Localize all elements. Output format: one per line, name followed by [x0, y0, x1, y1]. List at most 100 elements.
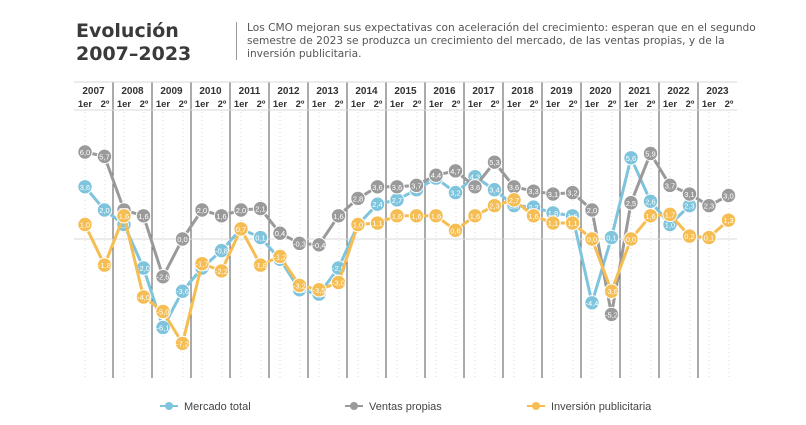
data-label: -2,2: [215, 267, 228, 276]
data-point: [603, 283, 620, 299]
data-point: [584, 202, 600, 218]
data-label: 1,6: [431, 212, 441, 221]
semester-tick-label: 1er: [663, 99, 678, 110]
data-point: [369, 179, 386, 195]
data-label: 2,4: [372, 200, 382, 209]
data-point: [291, 235, 308, 252]
data-label: -4,4: [586, 299, 599, 308]
year-tick-label: 2011: [239, 86, 261, 97]
data-label: 3,6: [470, 183, 480, 192]
data-point: [252, 257, 269, 273]
semester-tick-label: 1er: [195, 99, 210, 110]
data-point: [77, 179, 93, 195]
data-point: [77, 216, 93, 233]
semester-tick-label: 1er: [624, 99, 639, 110]
semester-tick-label: 1er: [78, 99, 93, 110]
data-label: -3,6: [605, 287, 618, 296]
semester-tick-label: 1er: [273, 99, 288, 110]
data-label: -3,0: [332, 279, 345, 288]
data-label: 4,4: [431, 171, 441, 180]
chart-description: Los CMO mejoran sus expectativas con ace…: [247, 22, 756, 61]
data-point: [701, 229, 717, 246]
data-point: [584, 231, 600, 247]
data-label: 3,2: [567, 189, 577, 198]
data-point: [174, 283, 191, 299]
year-tick-label: 2010: [199, 86, 222, 97]
data-point: [252, 200, 269, 217]
year-tick-label: 2017: [472, 86, 495, 97]
data-label: 5,7: [99, 152, 109, 161]
data-point: [681, 228, 698, 244]
year-tick-label: 2020: [589, 86, 612, 97]
data-point: [545, 186, 561, 202]
data-label: 3,1: [548, 190, 558, 199]
data-label: 1,6: [333, 212, 343, 221]
data-label: 3,7: [411, 181, 421, 190]
data-point: [701, 197, 717, 214]
data-label: -2,6: [157, 273, 170, 282]
data-point: [96, 202, 113, 218]
data-point: [389, 208, 405, 224]
data-point: [467, 179, 483, 195]
data-label: -0,3: [293, 239, 306, 248]
data-label: 2,2: [528, 203, 538, 212]
data-label: -3,5: [313, 286, 326, 295]
data-label: 1,6: [470, 212, 480, 221]
data-label: 2,8: [353, 194, 363, 203]
data-label: -1,7: [196, 260, 209, 269]
data-point: [603, 229, 620, 246]
series-line: [84, 150, 730, 316]
data-point: [447, 222, 464, 239]
semester-tick-label: 1er: [117, 99, 132, 110]
semester-tick-label: 1er: [702, 99, 717, 110]
data-point: [681, 186, 698, 202]
data-point: [311, 282, 327, 298]
year-tick-label: 2023: [706, 86, 729, 97]
data-label: 3,6: [80, 183, 90, 192]
header-divider: [236, 22, 237, 60]
data-label: 2,6: [645, 197, 655, 206]
data-point: [194, 202, 210, 218]
data-label: 3,6: [509, 183, 519, 192]
data-point: [155, 303, 171, 320]
data-label: 1,8: [548, 209, 558, 218]
data-point: [545, 215, 561, 231]
data-label: 3,3: [528, 187, 538, 196]
data-label: 0,0: [587, 235, 597, 244]
title-line-1: Evolución: [76, 20, 179, 42]
year-tick-label: 2015: [394, 86, 417, 97]
data-label: -6,1: [157, 323, 170, 332]
data-label: -1,8: [98, 261, 111, 270]
data-point: [311, 237, 327, 253]
year-tick-label: 2016: [433, 86, 456, 97]
data-point: [428, 208, 444, 224]
semester-tick-label: 2º: [335, 99, 344, 110]
semester-tick-label: 1er: [156, 99, 171, 110]
year-tick-label: 2013: [316, 86, 339, 97]
data-label: 2,3: [704, 202, 714, 211]
data-point: [486, 154, 503, 170]
semester-tick-label: 1er: [312, 99, 327, 110]
data-label: 1,0: [353, 221, 363, 230]
data-label: 1,6: [119, 212, 129, 221]
semester-tick-label: 2º: [530, 99, 539, 110]
data-label: 5,9: [645, 149, 655, 158]
semester-tick-label: 1er: [546, 99, 561, 110]
data-label: 1,6: [392, 212, 402, 221]
data-point: [720, 212, 737, 228]
data-point: [408, 177, 425, 194]
year-tick-label: 2008: [121, 86, 144, 97]
data-label: 0,7: [236, 225, 246, 234]
semester-tick-label: 2º: [179, 99, 188, 110]
legend-marker: [350, 402, 358, 410]
data-point: [213, 242, 230, 259]
data-point: [408, 208, 425, 224]
data-label: 3,6: [372, 183, 382, 192]
data-point: [233, 221, 249, 237]
data-label: 5,3: [489, 158, 499, 167]
data-point: [584, 295, 600, 311]
data-label: 0,4: [275, 229, 285, 238]
legend-label: Ventas propias: [369, 401, 442, 413]
